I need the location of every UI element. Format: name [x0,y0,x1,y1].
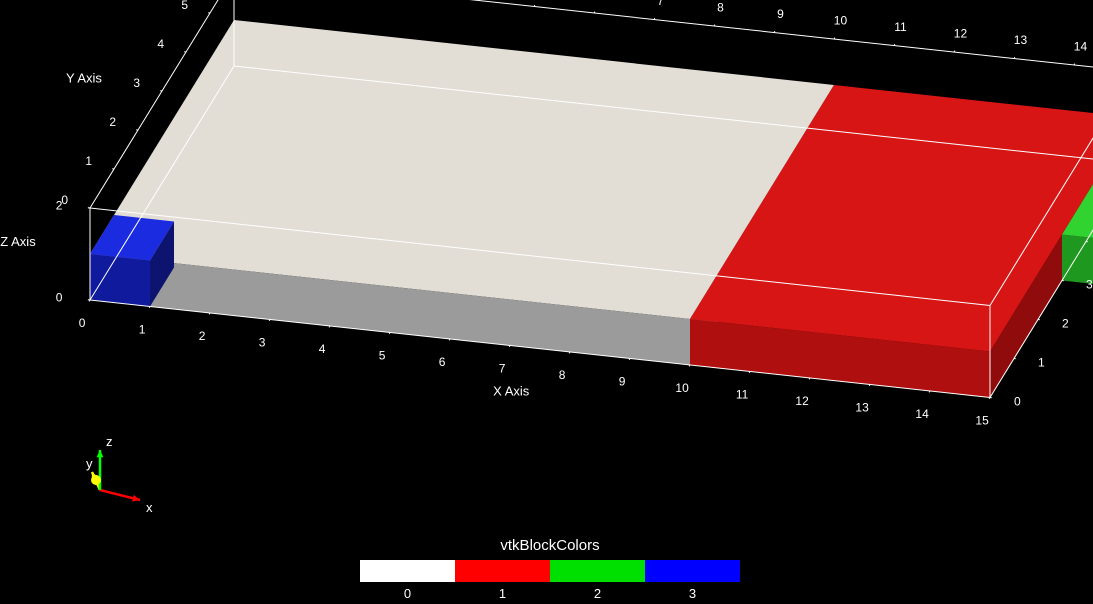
tick-label: 12 [795,394,809,408]
tick-label: 1 [85,154,92,168]
tick-label: 14 [1074,39,1088,53]
render-viewport[interactable]: 0123456789101112131415X Axis012345678910… [0,0,1093,604]
tick-label: 4 [319,342,326,356]
tick-label: 3 [259,335,266,349]
triad-label-z: z [106,434,113,449]
axis-title: X Axis [493,384,530,399]
tick-label: 1 [1038,355,1045,369]
tick-label: 0 [1014,394,1021,408]
tick-label: 4 [157,37,164,51]
tick-label: 10 [834,13,848,27]
triad-label-y: y [86,456,93,471]
axis-title: Z Axis [0,234,36,249]
blocks [90,20,1093,398]
tick-label: 8 [717,0,724,14]
tick-label: 0 [56,291,63,305]
triad-origin-sphere [91,475,101,485]
tick-label: 9 [619,374,626,388]
colorbar-swatch-0 [360,560,455,582]
colorbar-title: vtkBlockColors [500,537,599,554]
tick-label: 2 [1062,316,1069,330]
tick-label: 13 [855,400,869,414]
orientation-triad: x yz [86,434,153,515]
tick-label: 2 [199,329,206,343]
tick-label: 6 [597,0,604,1]
colorbar-tick: 0 [404,586,411,601]
tick-label: 6 [439,355,446,369]
tick-label: 0 [79,316,86,330]
colorbar-tick: 2 [594,586,601,601]
tick-label: 9 [777,7,784,21]
triad-label-x: x [146,500,153,515]
colorbar-swatch-3 [645,560,740,582]
tick-label: 10 [675,381,689,395]
tick-label: 3 [1086,277,1093,291]
tick-label: 2 [109,115,116,129]
colorbar-swatch-2 [550,560,645,582]
tick-label: 5 [379,348,386,362]
tick-label: 7 [499,361,506,375]
tick-label: 13 [1014,33,1028,47]
colorbar-tick: 1 [499,586,506,601]
tick-label: 5 [181,0,188,12]
tick-label: 14 [915,407,929,421]
tick-label: 1 [139,322,146,336]
tick-label: 7 [657,0,664,8]
tick-label: 2 [56,199,63,213]
axis-title: Y Axis [66,71,102,86]
tick-label: 15 [975,413,989,427]
colorbar-tick: 3 [689,586,696,601]
tick-label: 11 [894,20,907,34]
tick-label: 12 [954,26,968,40]
tick-label: 11 [736,387,749,401]
colorbar-swatch-1 [455,560,550,582]
colorbar: vtkBlockColors 0 1 2 3 [360,537,740,601]
tick-label: 8 [559,368,566,382]
tick-label: 3 [133,76,140,90]
